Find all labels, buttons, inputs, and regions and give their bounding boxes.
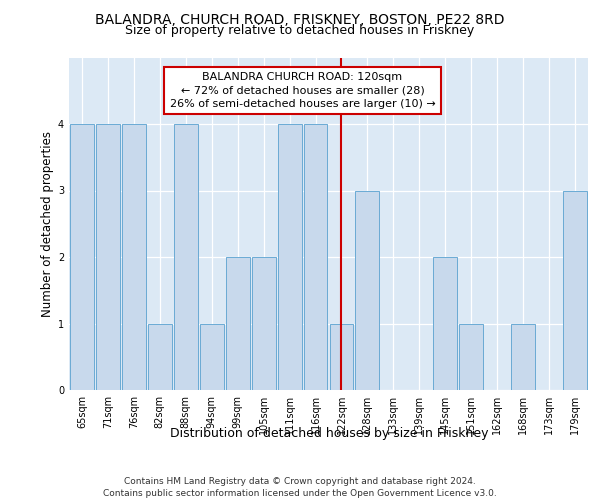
Text: Size of property relative to detached houses in Friskney: Size of property relative to detached ho… [125,24,475,37]
Bar [563,190,587,390]
Bar [251,257,275,390]
Text: Distribution of detached houses by size in Friskney: Distribution of detached houses by size … [170,428,488,440]
Text: Contains HM Land Registry data © Crown copyright and database right 2024.
Contai: Contains HM Land Registry data © Crown c… [103,476,497,498]
Bar [304,124,328,390]
Bar [329,324,353,390]
Bar [355,190,379,390]
Bar [96,124,120,390]
Bar [433,257,457,390]
Bar [459,324,483,390]
Bar [200,324,224,390]
Bar [174,124,198,390]
Bar [511,324,535,390]
Text: BALANDRA CHURCH ROAD: 120sqm
← 72% of detached houses are smaller (28)
26% of se: BALANDRA CHURCH ROAD: 120sqm ← 72% of de… [170,72,436,108]
Y-axis label: Number of detached properties: Number of detached properties [41,130,54,317]
Bar [148,324,172,390]
Bar [122,124,146,390]
Bar [226,257,250,390]
Bar [70,124,94,390]
Bar [278,124,302,390]
Text: BALANDRA, CHURCH ROAD, FRISKNEY, BOSTON, PE22 8RD: BALANDRA, CHURCH ROAD, FRISKNEY, BOSTON,… [95,12,505,26]
